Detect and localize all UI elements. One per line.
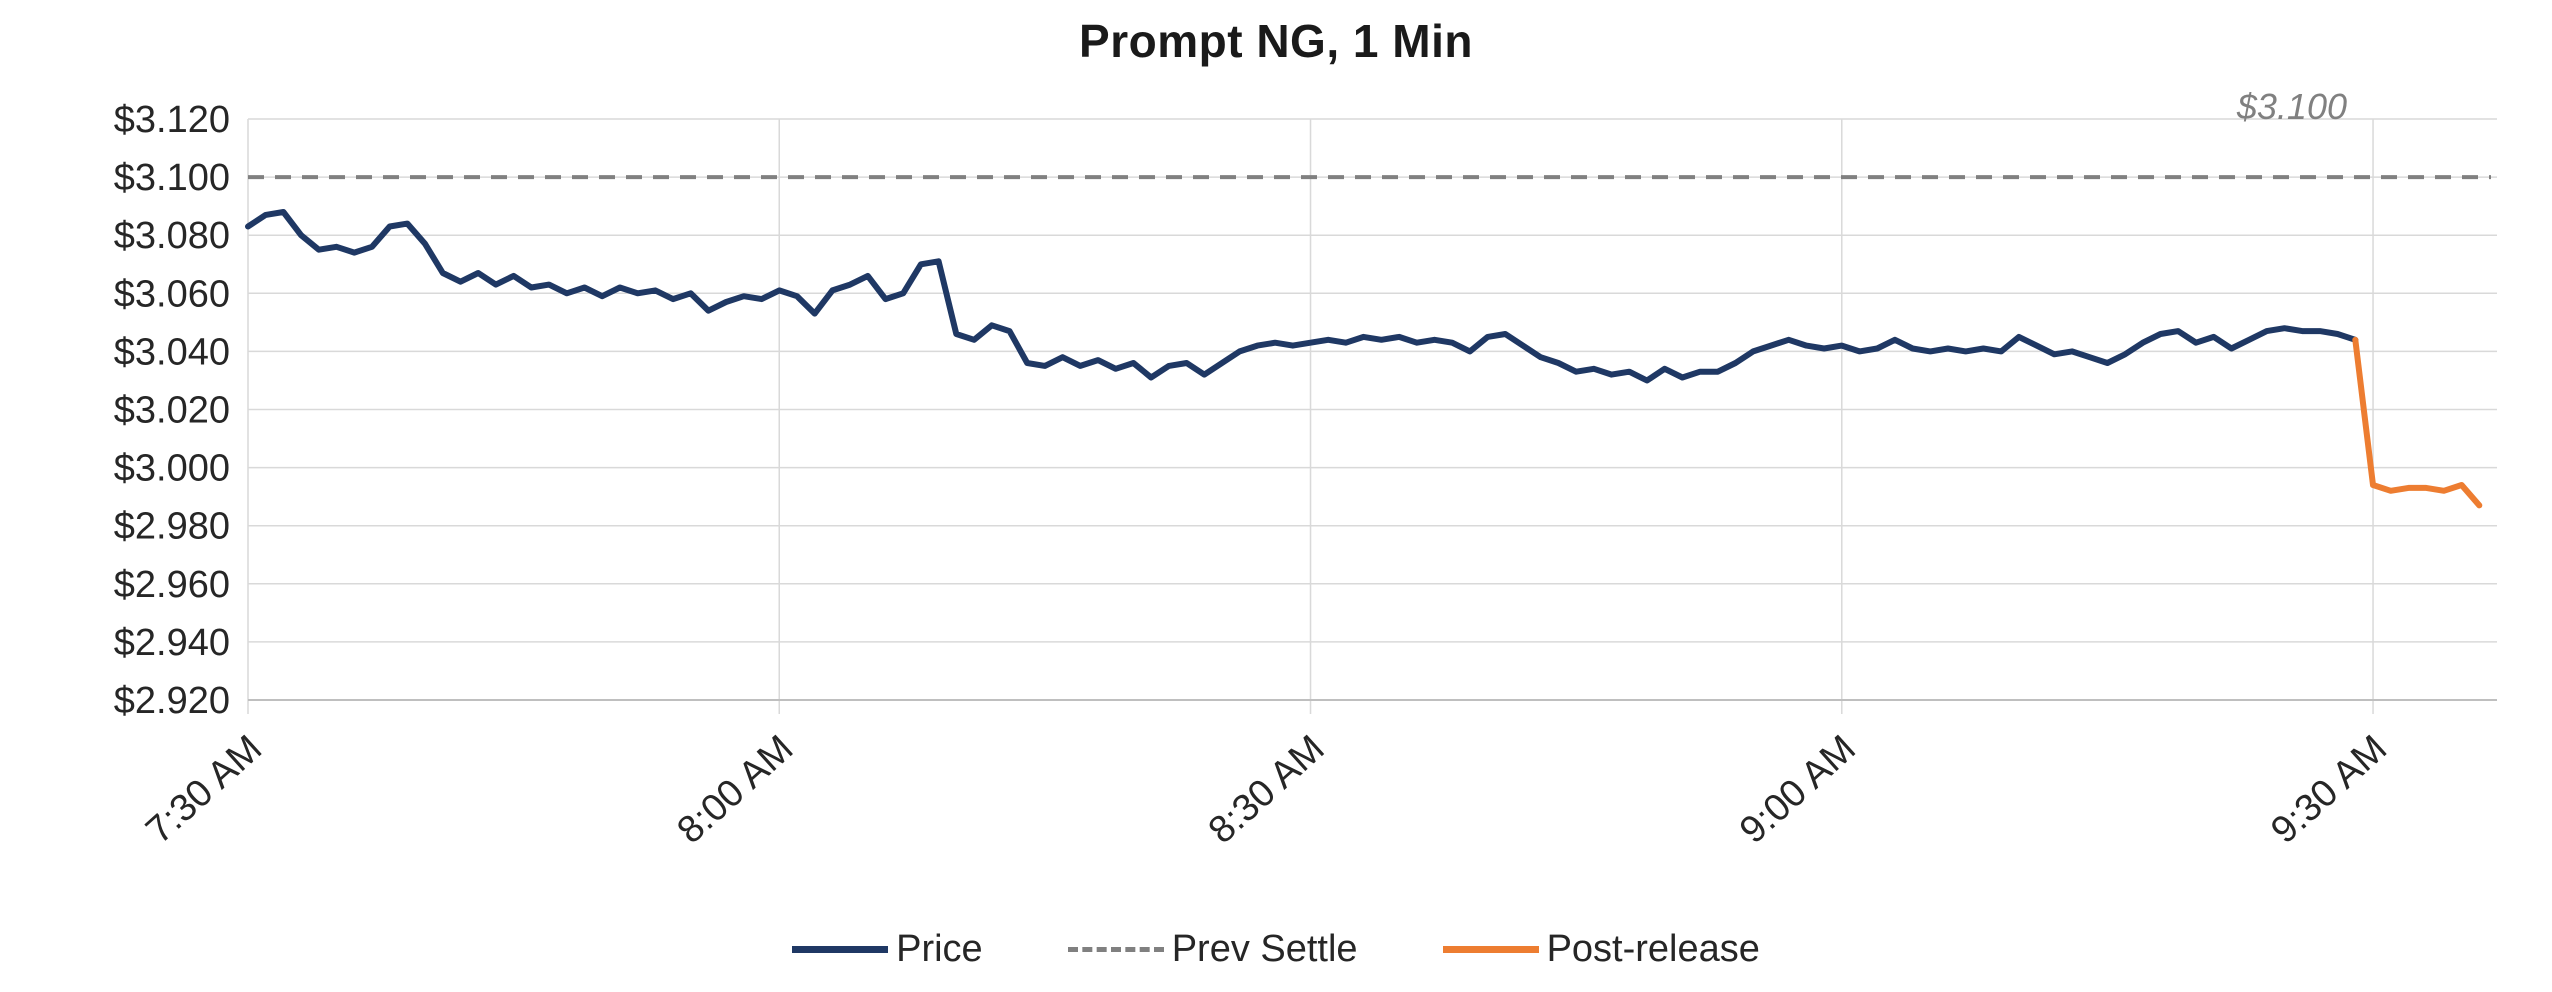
price-line-sample	[792, 946, 889, 953]
chart-title: Prompt NG, 1 Min	[1079, 15, 1473, 67]
svg-text:$2.920: $2.920	[114, 680, 230, 722]
svg-text:$3.100: $3.100	[114, 157, 230, 199]
svg-text:$3.060: $3.060	[114, 273, 230, 315]
legend-item-prev-settle: Prev Settle	[1067, 928, 1358, 971]
svg-text:7:30 AM: 7:30 AM	[138, 727, 270, 852]
legend-item-post-release: Post-release	[1442, 928, 1760, 971]
svg-text:$2.980: $2.980	[114, 506, 230, 548]
legend-label-post-release: Post-release	[1546, 928, 1760, 970]
chart-legend: Price Prev Settle Post-release	[0, 928, 2552, 971]
prev-settle-annotation: $3.100	[2236, 86, 2347, 127]
svg-text:$3.080: $3.080	[114, 215, 230, 257]
post-release-line-sample	[1442, 946, 1539, 953]
legend-label-prev-settle: Prev Settle	[1171, 928, 1358, 970]
svg-text:8:00 AM: 8:00 AM	[670, 727, 802, 852]
svg-text:$3.120: $3.120	[114, 99, 230, 141]
prev-settle-line-sample	[1067, 947, 1164, 952]
svg-text:$2.960: $2.960	[114, 564, 230, 606]
svg-text:$2.940: $2.940	[114, 622, 230, 664]
svg-text:8:30 AM: 8:30 AM	[1201, 727, 1333, 852]
svg-text:$3.000: $3.000	[114, 448, 230, 490]
svg-text:9:00 AM: 9:00 AM	[1732, 727, 1864, 852]
svg-text:9:30 AM: 9:30 AM	[2263, 727, 2395, 852]
legend-item-price: Price	[792, 928, 983, 971]
svg-text:$3.020: $3.020	[114, 390, 230, 432]
svg-text:$3.040: $3.040	[114, 331, 230, 373]
legend-label-price: Price	[896, 928, 983, 970]
